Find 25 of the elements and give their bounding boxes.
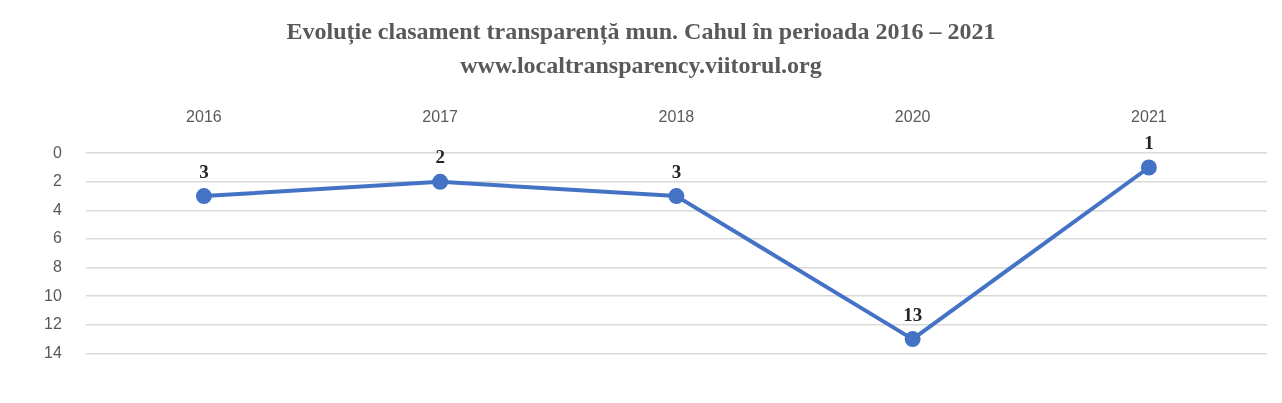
y-tick-label: 0 <box>52 143 62 161</box>
x-tick-label: 2018 <box>658 108 695 126</box>
data-label: 1 <box>1144 131 1154 153</box>
point <box>432 173 449 190</box>
y-tick-label: 2 <box>52 172 62 190</box>
point <box>904 331 921 348</box>
data-label: 2 <box>435 146 445 168</box>
point <box>195 188 212 205</box>
data-label: 3 <box>671 160 682 182</box>
x-tick-label: 2021 <box>1131 108 1167 126</box>
y-tick-label: 8 <box>52 258 62 276</box>
y-tick-label: 12 <box>44 315 62 333</box>
data-label: 13 <box>903 303 923 325</box>
y-tick-label: 6 <box>52 229 62 247</box>
y-tick-label: 14 <box>44 343 62 361</box>
x-tick-label: 2020 <box>894 108 931 126</box>
point <box>1140 159 1157 176</box>
x-tick-label: 2017 <box>422 108 459 126</box>
point <box>668 188 685 205</box>
y-tick-label: 10 <box>44 286 62 304</box>
data-label: 3 <box>199 160 209 182</box>
y-tick-label: 4 <box>52 200 62 218</box>
chart-subtitle: www.localtransparency.viitorul.org <box>459 51 823 80</box>
x-tick-label: 2016 <box>186 108 222 126</box>
chart-title: Evoluție clasament transparență mun. Cahul în perioada 2016 – 2021 <box>285 17 997 47</box>
